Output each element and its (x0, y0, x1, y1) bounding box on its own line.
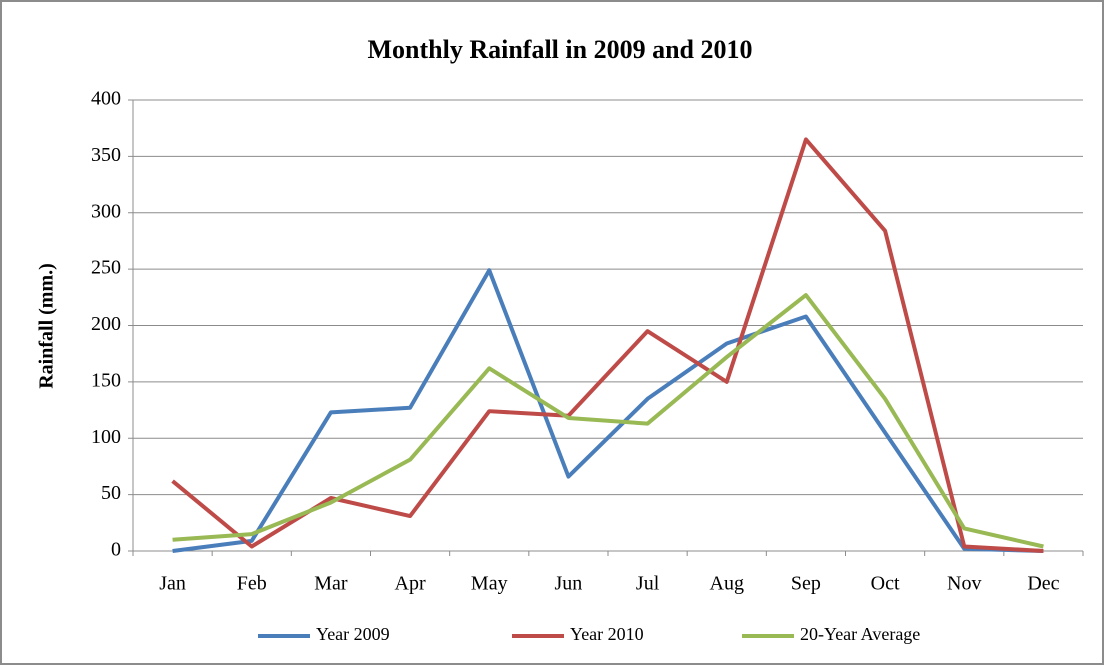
x-tick-label: Feb (237, 573, 267, 595)
y-tick-label: 50 (101, 482, 121, 504)
y-tick-label: 300 (91, 200, 121, 222)
x-tick-label: Dec (1027, 573, 1059, 595)
y-tick-label: 0 (111, 539, 121, 561)
y-tick-label: 150 (91, 369, 121, 391)
x-tick-label: Aug (710, 573, 744, 595)
y-tick-label: 350 (91, 144, 121, 166)
x-tick-label: Oct (871, 573, 900, 595)
chart-title: Monthly Rainfall in 2009 and 2010 (367, 35, 752, 64)
legend-label: Year 2010 (570, 624, 644, 644)
legend-label: Year 2009 (316, 624, 390, 644)
series-line (172, 293, 1044, 549)
x-tick-label: Jun (555, 573, 583, 595)
series-line (172, 268, 1044, 553)
y-tick-label: 200 (91, 313, 121, 335)
y-tick-label: 100 (91, 426, 121, 448)
x-tick-label: Jul (636, 573, 660, 595)
x-tick-label: May (471, 573, 508, 595)
x-tick-label: Mar (314, 573, 348, 595)
y-axis-label: Rainfall (mm.) (36, 263, 58, 389)
x-tick-label: Jan (159, 573, 186, 595)
x-tick-label: Apr (395, 573, 426, 595)
y-tick-label: 250 (91, 257, 121, 279)
y-tick-label: 400 (91, 88, 121, 110)
x-tick-label: Sep (791, 573, 821, 595)
legend-label: 20-Year Average (800, 624, 920, 644)
x-tick-label: Nov (947, 573, 981, 595)
